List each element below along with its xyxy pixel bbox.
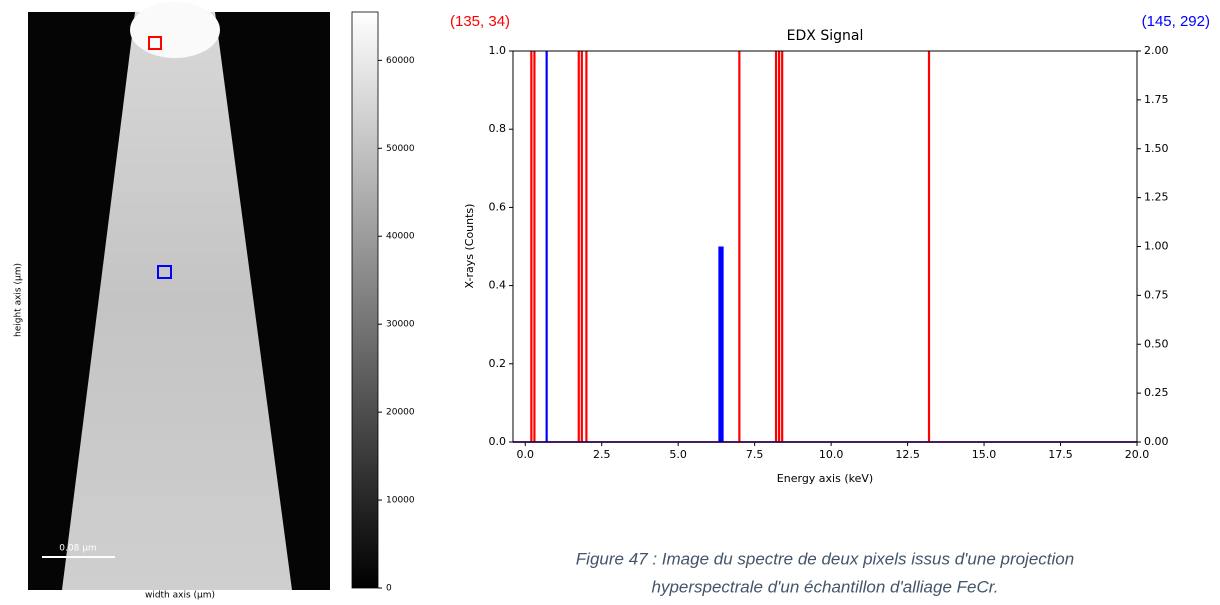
legend-entry: (145, 292) bbox=[1142, 13, 1210, 30]
x-tick-label: 10.0 bbox=[819, 448, 844, 461]
x-axis-label: Energy axis (keV) bbox=[777, 472, 873, 485]
x-tick-label: 17.5 bbox=[1048, 448, 1073, 461]
x-tick-label: 15.0 bbox=[972, 448, 997, 461]
caption-line: hyperspectrale d'un échantillon d'alliag… bbox=[651, 577, 998, 596]
chart-title: EDX Signal bbox=[787, 28, 864, 44]
colorbar-tick-label: 0 bbox=[386, 584, 392, 594]
colorbar-tick-label: 20000 bbox=[386, 408, 415, 418]
y2-tick-label: 0.25 bbox=[1144, 386, 1169, 399]
caption-line: Figure 47 : Image du spectre de deux pix… bbox=[576, 549, 1074, 568]
micrograph bbox=[28, 2, 330, 590]
scale-bar-label: 0.08 µm bbox=[59, 544, 96, 554]
colorbar-tick-label: 50000 bbox=[386, 144, 415, 154]
colorbar-tick-label: 30000 bbox=[386, 320, 415, 330]
y2-tick-label: 2.00 bbox=[1144, 44, 1169, 57]
colorbar bbox=[351, 11, 379, 589]
y-tick-label: 0.4 bbox=[489, 279, 507, 292]
y2-tick-label: 1.50 bbox=[1144, 142, 1169, 155]
image-y-label: height axis (µm) bbox=[14, 263, 24, 337]
legend-entry: (135, 34) bbox=[450, 13, 510, 30]
colorbar-tick-label: 40000 bbox=[386, 232, 415, 242]
y-tick-label: 0.6 bbox=[489, 200, 507, 213]
plot-frame bbox=[512, 50, 1138, 443]
x-tick-label: 12.5 bbox=[895, 448, 920, 461]
colorbar-tick-label: 60000 bbox=[386, 56, 415, 66]
y2-tick-label: 1.25 bbox=[1144, 191, 1169, 204]
x-tick-label: 7.5 bbox=[746, 448, 764, 461]
y2-tick-label: 1.00 bbox=[1144, 240, 1169, 253]
y-tick-label: 0.8 bbox=[489, 122, 507, 135]
y2-tick-label: 0.50 bbox=[1144, 337, 1169, 350]
y-tick-label: 0.0 bbox=[489, 435, 507, 448]
y-axis-label: X-rays (Counts) bbox=[463, 204, 476, 289]
x-tick-label: 0.0 bbox=[516, 448, 534, 461]
x-tick-label: 20.0 bbox=[1125, 448, 1150, 461]
x-tick-label: 2.5 bbox=[593, 448, 611, 461]
image-x-label: width axis (µm) bbox=[145, 591, 215, 601]
y-tick-label: 1.0 bbox=[489, 44, 507, 57]
y2-tick-label: 0.00 bbox=[1144, 435, 1169, 448]
colorbar-tick-label: 10000 bbox=[386, 496, 415, 506]
y2-tick-label: 0.75 bbox=[1144, 288, 1169, 301]
x-tick-label: 5.0 bbox=[669, 448, 687, 461]
y-tick-label: 0.2 bbox=[489, 357, 507, 370]
y2-tick-label: 1.75 bbox=[1144, 93, 1169, 106]
